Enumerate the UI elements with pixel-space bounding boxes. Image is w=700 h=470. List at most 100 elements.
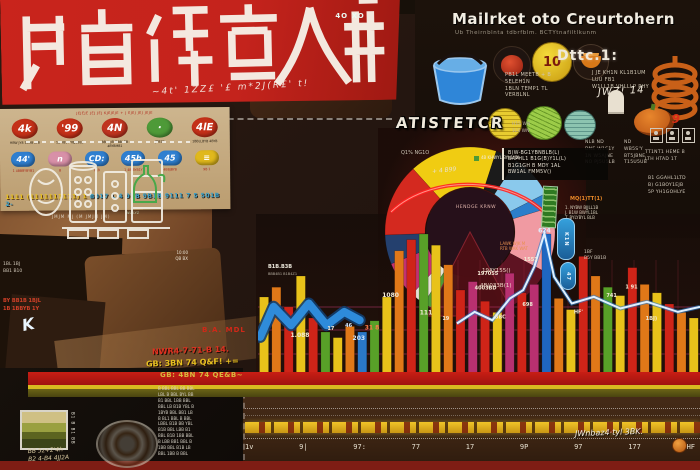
donut-title: ATISTETCR — [395, 114, 505, 132]
list-item: NLB ND — [585, 140, 605, 145]
bar — [664, 303, 675, 375]
bucket-icon — [432, 51, 488, 105]
list-item: B1B BBL LBB B1 — [158, 427, 191, 433]
medal-left-note: 10:00 QB BX — [175, 250, 188, 261]
tombstone-icon — [608, 90, 624, 114]
list-item: BAPHL1 B1G(B)Y1L(L) — [508, 157, 567, 163]
green-bottle-drawing — [133, 165, 166, 203]
list-item: 1BL 1BJ — [3, 262, 21, 267]
dotted-row — [245, 408, 700, 409]
blue-capsule-icon: K1N — [557, 218, 575, 260]
list-item: 1BB BBL B1B LB — [158, 445, 191, 451]
donut-right-list: 1. NYBW BJJLL1B J. B1W BWYL1BL T. BYLYBYL … — [565, 205, 598, 220]
bar — [431, 244, 441, 375]
list-item: ND — [624, 140, 632, 145]
list-item: 97: — [353, 443, 366, 451]
line-overlay — [456, 229, 700, 325]
bar — [688, 317, 699, 375]
vertical-caption: B1 B B1 BB — [70, 412, 76, 445]
person-icon — [666, 128, 679, 143]
left-chip-number: B1B.B3B — [268, 264, 293, 270]
yellow-token-icon — [488, 108, 522, 140]
bar-annotation: 31 8 — [365, 324, 380, 331]
list-item: 177 — [628, 443, 641, 451]
left-edge-notes: 1BL 1BJ BB1 B10 — [3, 262, 22, 276]
list-item: 9P — [519, 443, 529, 451]
bar-annotation: 4003BD — [475, 285, 497, 291]
timeline-numbers: 1v 9| 97: 77 17 9P 97 177 HF — [245, 443, 695, 451]
medal-label: B.A. MDL — [202, 326, 246, 334]
bar — [406, 239, 417, 375]
bar — [345, 326, 355, 375]
bar — [590, 275, 601, 375]
list-item: 1BYB BBL BB1 LB — [158, 409, 193, 415]
bar — [271, 286, 282, 375]
donut-center-label: HENDGE KRNW — [455, 205, 497, 210]
list-item: B1 BBL 1BB BBL — [158, 397, 191, 403]
olive-strip — [28, 389, 700, 397]
list-item: 97 — [574, 443, 583, 451]
dotted-row — [245, 415, 700, 416]
list-item: T. BYLYBYL BLB — [565, 215, 595, 220]
donut-chip-label: 4B KHWYL BYL1YBL — [474, 155, 520, 161]
bar-annotation: 1551 — [524, 257, 538, 263]
bar-annotation: 624 — [538, 228, 551, 235]
medal-inner-text: 4O XO — [335, 12, 365, 20]
list-item: 1v — [245, 443, 254, 451]
stitch-line-vertical — [243, 372, 245, 460]
coin-10-icon: 10 — [532, 42, 572, 82]
dotted-row — [245, 438, 700, 439]
bar — [455, 289, 466, 375]
green-chip-icon — [474, 155, 479, 161]
blue-capsule-icon-2: 47 — [560, 262, 576, 290]
bar — [382, 296, 392, 375]
timeline-band — [245, 422, 700, 433]
red-banner: ~4t' 1ZZ£ '£ m*2J(R£' t! — [0, 0, 402, 108]
bar — [566, 309, 576, 375]
teal-token-icon — [564, 110, 596, 140]
bar — [394, 250, 404, 375]
person-icons — [650, 128, 695, 143]
list-item: BBL 1BB B BBL — [158, 450, 189, 456]
list-item: 1BLN TEMP1 TL VERBLNL — [505, 85, 548, 99]
person-icon — [650, 128, 663, 143]
donut-slice-seg-red — [384, 168, 441, 236]
bar-annotation: 1BJ) — [646, 316, 657, 322]
left-edge-red-notes: BY BB1B 1BJL 1B 1BBYB 1Y — [3, 298, 41, 313]
bar-annotation: 197055 — [477, 271, 498, 277]
bar-annotation: 1080 — [382, 292, 399, 299]
bar — [480, 300, 490, 375]
bar-annotation: 19 — [442, 316, 449, 322]
chalk-jars-drawing — [26, 141, 193, 239]
list-item: B BL1 BBL B BBL — [158, 415, 192, 421]
list-item: B LBB BB1 BBL B — [158, 439, 193, 445]
bar-annotation: BBC — [495, 315, 507, 321]
red-baseline-band — [28, 372, 700, 385]
bar-annotation: 741 — [606, 293, 617, 299]
bar-annotation: 111 — [420, 309, 433, 316]
orange-dot-icon — [672, 438, 687, 453]
list-item: BW1AL FMM5V() — [508, 170, 552, 176]
donut-legend-panel: B(W-BG1YBNBLB(L) BAPHL1 B1G(B)Y1L(L) B1G1G… — [502, 148, 608, 180]
list-item: LTH HTAD 1T — [645, 156, 678, 162]
bar — [308, 317, 318, 375]
left-chip-sub: BBB4B1 B1B4Z1 — [268, 272, 298, 276]
donut-title-side: H1S WN 1LS WN — [512, 122, 531, 134]
pumpkin-number: 9 — [671, 112, 680, 126]
green-token-icon — [526, 106, 562, 140]
bar-annotation: 17 — [327, 326, 334, 332]
list-item: BBL LB B1B YBL B — [158, 403, 194, 409]
list-item: TT1NT1 HEME B — [645, 150, 686, 155]
right-text-block: TT1NT1 HEME B LTH HTAD 1T — [645, 150, 685, 164]
dttc-note-title: Dttc.1: — [557, 48, 618, 64]
list-item: 9| — [299, 443, 308, 451]
list-item: BB1 B10 — [3, 268, 23, 274]
bar-annotation: HF' — [574, 310, 584, 316]
list-item: 1. NYBW BJJLL1B — [565, 205, 599, 210]
timeline-icons — [245, 422, 700, 433]
note-column-1: PB1L MEETB + B 5ELEH1N 1BLN TEMP1 TL VERB… — [505, 72, 563, 99]
list-item: WB5S'Y — [624, 146, 644, 152]
list-item: B1G1GH B MDY 1AL — [508, 163, 561, 169]
